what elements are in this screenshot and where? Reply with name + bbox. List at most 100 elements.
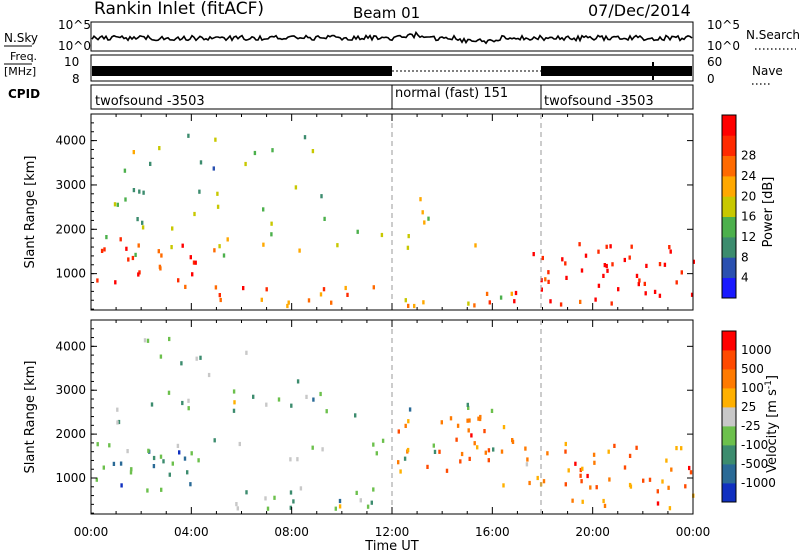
power-scatter-cell [137, 272, 140, 277]
date-label: 07/Dec/2014 [588, 1, 691, 20]
power-scatter-cell [286, 303, 289, 309]
power-scatter-cell [187, 133, 190, 138]
nsky-trace [91, 30, 693, 45]
velocity-scatter-cell [456, 423, 460, 428]
power-scatter-cell [330, 300, 333, 305]
velocity-scatter-cell [207, 372, 211, 378]
velocity-scatter-cell [178, 450, 181, 455]
cpid-label: CPID [8, 87, 40, 101]
velocity-scatter-cell [589, 485, 592, 490]
power-colorbar-swatch [722, 196, 736, 217]
velocity-scatter-cell [290, 403, 293, 408]
freq-tick-top: 10 [64, 55, 79, 69]
velocity-scatter-cell [187, 398, 190, 403]
velocity-scatter-cell [579, 473, 582, 478]
power-scatter-cell [262, 207, 265, 212]
velocity-scatter-cell [312, 397, 315, 402]
velocity-y-tick-label: 3000 [55, 383, 86, 397]
velocity-scatter-cell [266, 506, 270, 511]
velocity-scatter-cell [500, 449, 504, 454]
power-colorbar-swatch [722, 277, 736, 299]
velocity-scatter-cell [438, 449, 441, 454]
velocity-scatter-cell [146, 488, 149, 493]
velocity-scatter-cell [108, 443, 111, 448]
power-scatter-cell [199, 160, 203, 165]
velocity-scatter-cell [102, 465, 105, 470]
velocity-scatter-cell [689, 470, 693, 475]
power-y-tick-label: 3000 [55, 178, 86, 192]
power-scatter-cell [136, 217, 139, 222]
velocity-scatter-cell [473, 441, 476, 446]
velocity-colorbar-tick-label: -100 [741, 438, 768, 452]
time-axis-tick-label: 12:00 [375, 525, 410, 539]
velocity-scatter-cell [564, 482, 567, 487]
velocity-colorbar-label-exp: -1 [764, 380, 774, 389]
velocity-scatter-cell [235, 502, 238, 507]
power-colorbar-tick-label: 20 [741, 189, 756, 203]
power-scatter-cell [294, 185, 298, 190]
power-colorbar-swatch [722, 115, 736, 136]
power-colorbar-swatch [722, 216, 736, 238]
velocity-colorbar-swatch [722, 445, 736, 465]
power-scatter-cell [485, 291, 489, 296]
power-scatter-cell [253, 150, 257, 156]
nsearch-label: N.Search [746, 28, 800, 42]
velocity-scatter-cell [665, 458, 668, 463]
velocity-scatter-cell [542, 479, 546, 484]
velocity-scatter-cell [466, 418, 469, 423]
velocity-colorbar-label-close: ] [765, 375, 780, 380]
power-scatter-cell [159, 266, 162, 271]
velocity-scatter-cell [404, 423, 407, 428]
velocity-colorbar-swatch [722, 464, 736, 484]
power-scatter-cell [270, 232, 273, 237]
velocity-scatter-cell [466, 402, 469, 407]
velocity-scatter-cell [581, 466, 584, 471]
velocity-scatter-cell [608, 477, 611, 482]
velocity-scatter-cell [296, 379, 300, 384]
power-scatter-cell [579, 299, 582, 304]
power-scatter-cell [675, 280, 678, 285]
nave-tick-bottom: 0 [707, 72, 715, 86]
velocity-scatter-cell [483, 429, 486, 434]
velocity-scatter [95, 336, 695, 511]
velocity-scatter-cell [595, 485, 598, 490]
power-scatter-cell [406, 245, 410, 250]
velocity-panel: 1000 2000 3000 4000 Slant Range [km] 1000 50… [23, 319, 780, 515]
freq-bar-segment-1 [92, 66, 392, 76]
velocity-scatter-cell [296, 457, 299, 462]
velocity-scatter-cell [176, 443, 180, 448]
velocity-scatter-cell [160, 487, 163, 492]
power-scatter-cell [214, 137, 217, 142]
power-scatter-cell [216, 191, 219, 196]
velocity-scatter-cell [449, 416, 453, 421]
power-scatter-cell [116, 202, 119, 207]
velocity-scatter-cell [116, 407, 119, 412]
velocity-scatter-cell [168, 336, 171, 342]
velocity-colorbar-label-text: Velocity [m s [765, 389, 780, 473]
power-scatter-cell [113, 202, 117, 207]
velocity-scatter-cell [116, 420, 119, 425]
power-scatter-cell [219, 297, 222, 303]
power-scatter-cell [407, 303, 410, 308]
velocity-colorbar-swatch [722, 331, 736, 351]
freq-panel: Freq. [MHz] 10 8 60 0 Nave [4, 50, 783, 86]
velocity-scatter-cell [592, 452, 596, 457]
power-scatter-cell [171, 226, 174, 231]
power-colorbar-label: Power [dB] [761, 177, 776, 248]
velocity-scatter-cell [586, 473, 589, 479]
velocity-colorbar-tick-label: -1000 [741, 476, 776, 490]
velocity-scatter-cell [120, 483, 123, 488]
velocity-scatter-cell [668, 506, 672, 511]
velocity-scatter-cell [168, 472, 171, 477]
velocity-scatter-cell [311, 445, 314, 450]
velocity-scatter-cell [656, 501, 660, 506]
power-scatter-cell [271, 148, 274, 153]
power-scatter-cell [322, 287, 326, 292]
power-scatter-cell [105, 235, 108, 240]
velocity-scatter-cell [289, 490, 293, 495]
power-scatter-cell [645, 263, 648, 268]
power-scatter-cell [419, 197, 422, 202]
nsearch-tick-bottom: 10^0 [707, 39, 740, 53]
power-scatter-cell [638, 278, 641, 283]
power-scatter-cell [643, 281, 646, 286]
